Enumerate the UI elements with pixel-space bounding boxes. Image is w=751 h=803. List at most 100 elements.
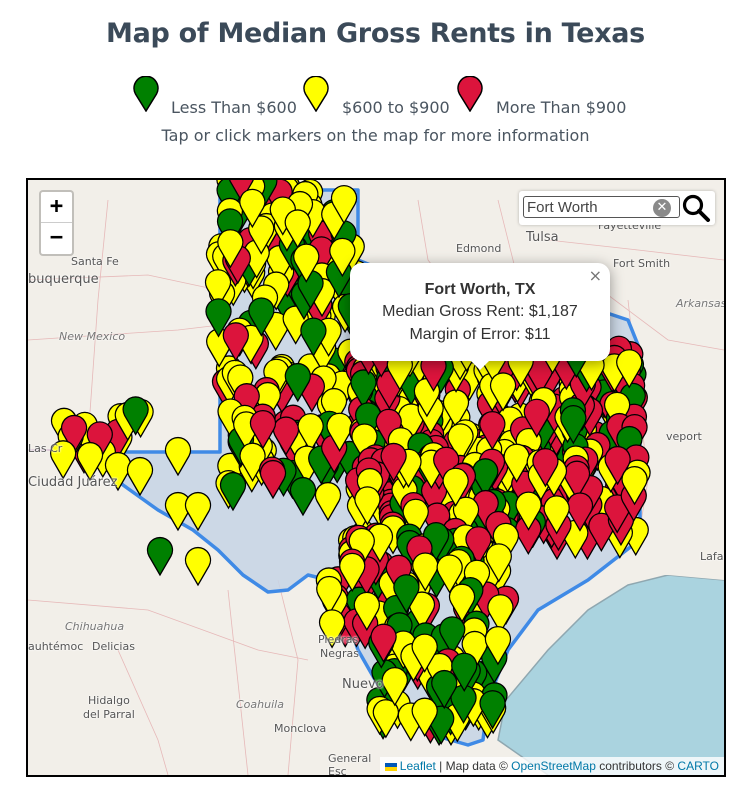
map-marker[interactable]	[272, 416, 300, 456]
place-label: New Mexico	[59, 330, 126, 343]
map-marker[interactable]	[284, 362, 311, 403]
map[interactable]: Santa Fe buquerque New Mexico Edmond Tulsa Fa…	[26, 178, 726, 777]
map-marker[interactable]	[385, 554, 412, 595]
yellow-marker-icon	[303, 76, 329, 112]
map-marker[interactable]	[375, 408, 402, 449]
map-marker[interactable]	[351, 423, 378, 463]
map-marker[interactable]	[60, 414, 88, 455]
map-marker[interactable]	[433, 446, 460, 486]
map-marker[interactable]	[439, 616, 466, 656]
map-marker[interactable]	[479, 410, 506, 451]
map-marker[interactable]	[217, 229, 244, 269]
map-marker[interactable]	[284, 209, 311, 249]
green-marker-icon	[133, 76, 159, 112]
map-marker[interactable]	[381, 666, 408, 707]
map-marker[interactable]	[297, 412, 324, 453]
map-marker[interactable]	[350, 369, 377, 409]
map-marker[interactable]	[86, 421, 113, 461]
map-marker[interactable]	[431, 669, 458, 710]
place-label: Edmond	[456, 242, 502, 255]
map-marker[interactable]	[249, 409, 277, 450]
map-marker[interactable]	[219, 471, 247, 512]
map-marker[interactable]	[216, 208, 244, 248]
map-marker[interactable]	[146, 536, 174, 577]
zoom-in-button[interactable]: +	[41, 192, 72, 223]
map-marker[interactable]	[402, 498, 429, 538]
map-marker[interactable]	[354, 486, 381, 526]
map-marker[interactable]	[222, 322, 249, 362]
map-marker[interactable]	[370, 623, 397, 663]
map-marker[interactable]	[239, 188, 266, 229]
map-marker[interactable]	[330, 184, 358, 225]
map-marker[interactable]	[523, 398, 550, 438]
map-marker[interactable]	[489, 372, 517, 412]
map-marker[interactable]	[314, 481, 342, 522]
map-marker[interactable]	[164, 436, 192, 477]
map-marker[interactable]	[76, 441, 104, 482]
map-marker[interactable]	[329, 237, 356, 278]
map-marker[interactable]	[616, 425, 643, 466]
map-marker[interactable]	[492, 522, 520, 563]
map-marker[interactable]	[484, 625, 512, 666]
map-marker[interactable]	[532, 448, 559, 488]
map-marker[interactable]	[604, 445, 631, 486]
map-marker[interactable]	[515, 491, 542, 531]
map-marker[interactable]	[393, 574, 420, 614]
openstreetmap-link[interactable]: OpenStreetMap	[511, 759, 596, 773]
map-marker[interactable]	[560, 404, 587, 445]
attribution-text-2: contributors ©	[595, 759, 678, 773]
popup-close-button[interactable]: ×	[588, 266, 602, 285]
map-marker[interactable]	[485, 543, 512, 583]
map-marker[interactable]	[348, 527, 375, 568]
map-marker[interactable]	[126, 456, 154, 497]
map-marker[interactable]	[452, 496, 480, 536]
map-marker[interactable]	[233, 383, 260, 423]
map-marker[interactable]	[543, 495, 570, 535]
clear-icon[interactable]: ✕	[653, 199, 671, 217]
map-marker[interactable]	[318, 609, 346, 649]
carto-link[interactable]: CARTO	[677, 759, 719, 773]
map-marker[interactable]	[447, 423, 474, 463]
page-title: Map of Median Gross Rents in Texas	[106, 18, 645, 49]
map-marker[interactable]	[248, 297, 275, 337]
instructions: Tap or click markers on the map for more…	[161, 126, 590, 145]
map-marker[interactable]	[227, 364, 254, 404]
map-marker[interactable]	[259, 459, 287, 500]
map-marker[interactable]	[616, 349, 643, 389]
map-marker[interactable]	[411, 633, 438, 673]
map-marker[interactable]	[184, 546, 212, 587]
place-label: Coahuila	[236, 698, 284, 711]
red-marker-icon	[457, 76, 483, 112]
map-marker[interactable]	[122, 396, 149, 436]
map-marker[interactable]	[204, 269, 232, 309]
leaflet-link[interactable]: Leaflet	[399, 759, 436, 773]
map-marker[interactable]	[448, 583, 476, 623]
map-marker[interactable]	[300, 317, 327, 357]
map-marker[interactable]	[316, 575, 343, 616]
zoom-out-button[interactable]: −	[49, 225, 64, 250]
map-marker[interactable]	[248, 215, 275, 255]
map-marker[interactable]	[479, 690, 506, 730]
map-marker[interactable]	[50, 440, 77, 480]
map-marker[interactable]	[603, 391, 631, 432]
map-marker[interactable]	[339, 552, 366, 593]
map-marker[interactable]	[320, 387, 348, 428]
map-marker[interactable]	[353, 591, 380, 632]
map-marker[interactable]	[293, 243, 320, 283]
map-marker[interactable]	[239, 442, 266, 482]
map-marker[interactable]	[465, 526, 492, 566]
search-input[interactable]	[523, 196, 680, 218]
map-marker[interactable]	[184, 491, 212, 532]
map-marker[interactable]	[205, 298, 232, 338]
map-marker[interactable]	[229, 180, 254, 202]
map-marker[interactable]	[380, 442, 407, 483]
map-marker[interactable]	[442, 467, 469, 507]
place-label: Santa Fe	[71, 255, 119, 268]
map-marker[interactable]	[436, 554, 463, 594]
map-marker[interactable]	[621, 466, 648, 506]
map-marker[interactable]	[451, 652, 478, 692]
map-marker[interactable]	[411, 697, 438, 737]
search-button[interactable]	[681, 194, 711, 222]
map-marker[interactable]	[487, 594, 514, 634]
map-marker[interactable]	[372, 699, 399, 739]
